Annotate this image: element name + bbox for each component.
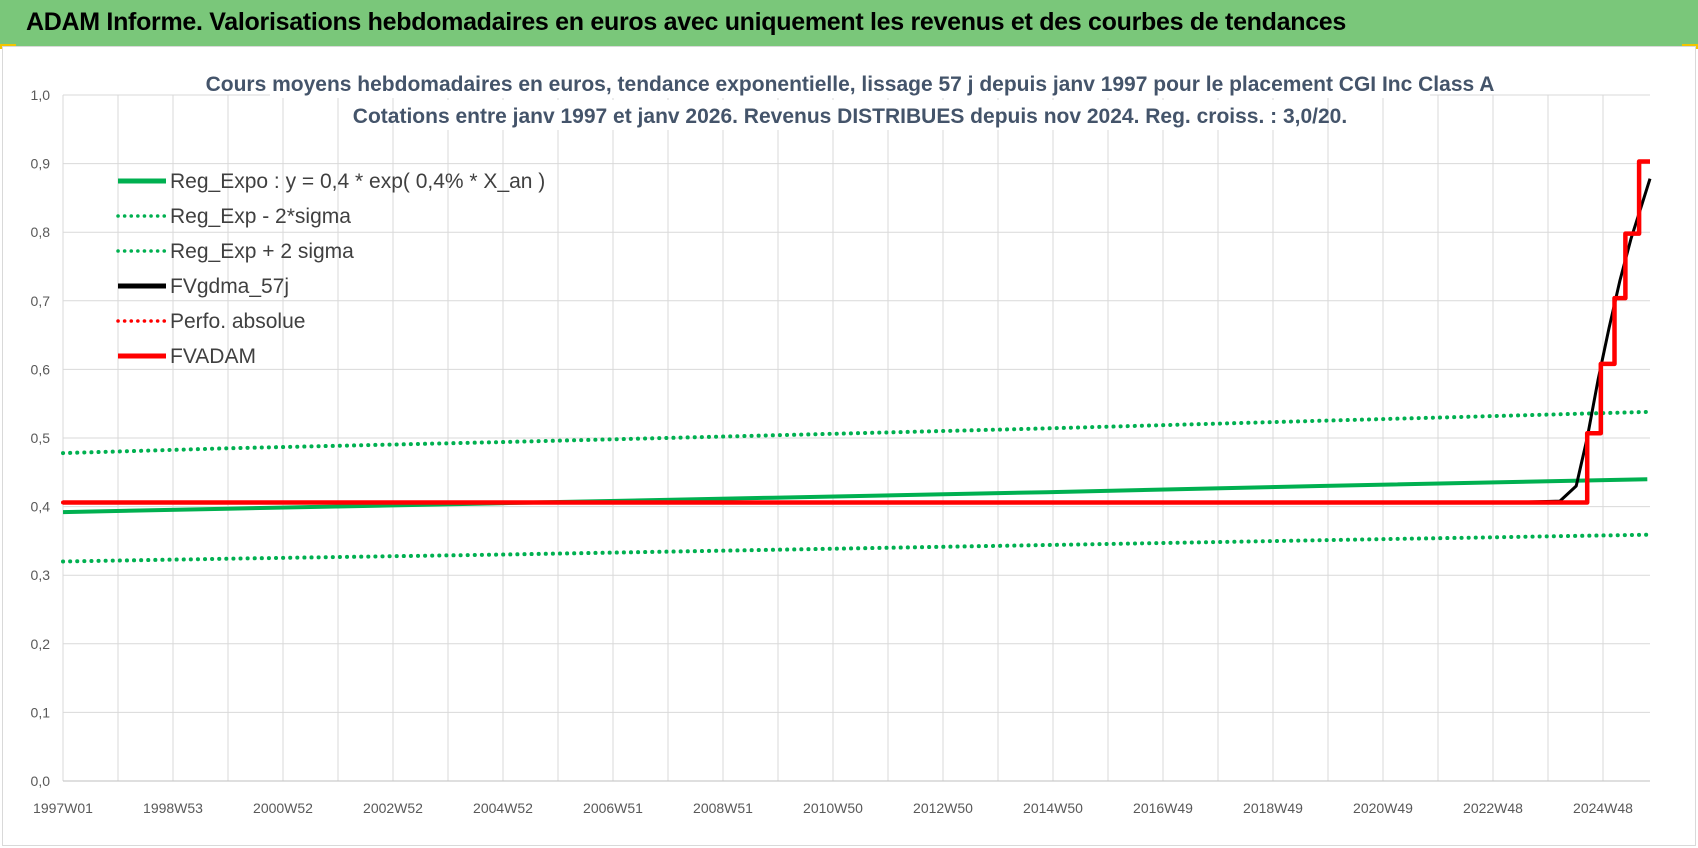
x-tick-label: 2004W52 <box>473 800 533 816</box>
y-tick-label: 0,2 <box>31 636 51 652</box>
report-title: ADAM Informe. Valorisations hebdomadaire… <box>26 8 1347 36</box>
legend-label: Reg_Exp - 2*sigma <box>170 205 351 228</box>
x-tick-label: 1997W01 <box>33 800 93 816</box>
series-line <box>61 409 1650 456</box>
x-tick-label: 2022W48 <box>1463 800 1523 816</box>
x-tick-label: 2018W49 <box>1243 800 1303 816</box>
legend-label: FVADAM <box>170 345 256 368</box>
x-tick-label: 2008W51 <box>693 800 753 816</box>
series-group <box>61 159 1652 564</box>
report-banner: ADAM Informe. Valorisations hebdomadaire… <box>0 0 1698 47</box>
y-axis: 0,0 0,1 0,2 0,3 0,4 0,5 0,6 0,7 0,8 0,9 1,0 <box>31 87 51 789</box>
x-tick-label: 2012W50 <box>913 800 973 816</box>
series-line <box>61 532 1650 564</box>
x-tick-label: 2020W49 <box>1353 800 1413 816</box>
legend-label: Perfo. absolue <box>170 310 305 333</box>
x-tick-label: 2024W48 <box>1573 800 1633 816</box>
legend-label: Reg_Expo : y = 0,4 * exp( 0,4% * X_an ) <box>170 170 545 193</box>
y-tick-label: 0,5 <box>31 430 51 446</box>
y-tick-label: 0,6 <box>31 361 51 377</box>
chart-title-bg <box>410 100 1290 130</box>
x-tick-label: 2016W49 <box>1133 800 1193 816</box>
x-tick-label: 1998W53 <box>143 800 203 816</box>
chart-title-line: Cotations entre janv 1997 et janv 2026. … <box>353 105 1347 128</box>
y-tick-label: 0,9 <box>31 156 51 172</box>
chart-title-bg <box>270 68 1430 98</box>
legend-label: Reg_Exp + 2 sigma <box>170 240 354 263</box>
x-tick-label: 2002W52 <box>363 800 423 816</box>
y-tick-label: 0,7 <box>31 293 51 309</box>
y-tick-label: 0,1 <box>31 704 51 720</box>
x-tick-label: 2010W50 <box>803 800 863 816</box>
series-line <box>62 477 1648 515</box>
series-line <box>63 159 1650 505</box>
chart-title-group: Cours moyens hebdomadaires en euros, ten… <box>206 68 1495 130</box>
y-tick-label: 0,0 <box>31 773 51 789</box>
y-tick-label: 0,4 <box>31 499 51 515</box>
y-tick-label: 0,3 <box>31 567 51 583</box>
y-tick-label: 0,8 <box>31 224 51 240</box>
grid <box>62 94 1650 782</box>
x-tick-label: 2014W50 <box>1023 800 1083 816</box>
x-tick-label: 2006W51 <box>583 800 643 816</box>
legend-label: FVgdma_57j <box>170 275 289 298</box>
x-tick-label: 2000W52 <box>253 800 313 816</box>
x-axis: 1997W01 1998W53 2000W52 2002W52 2004W52 2006W… <box>33 800 1633 816</box>
legend: Reg_Expo : y = 0,4 * exp( 0,4% * X_an ) R… <box>116 170 545 368</box>
y-tick-label: 1,0 <box>31 87 51 103</box>
chart-title-line: Cours moyens hebdomadaires en euros, ten… <box>206 73 1495 96</box>
